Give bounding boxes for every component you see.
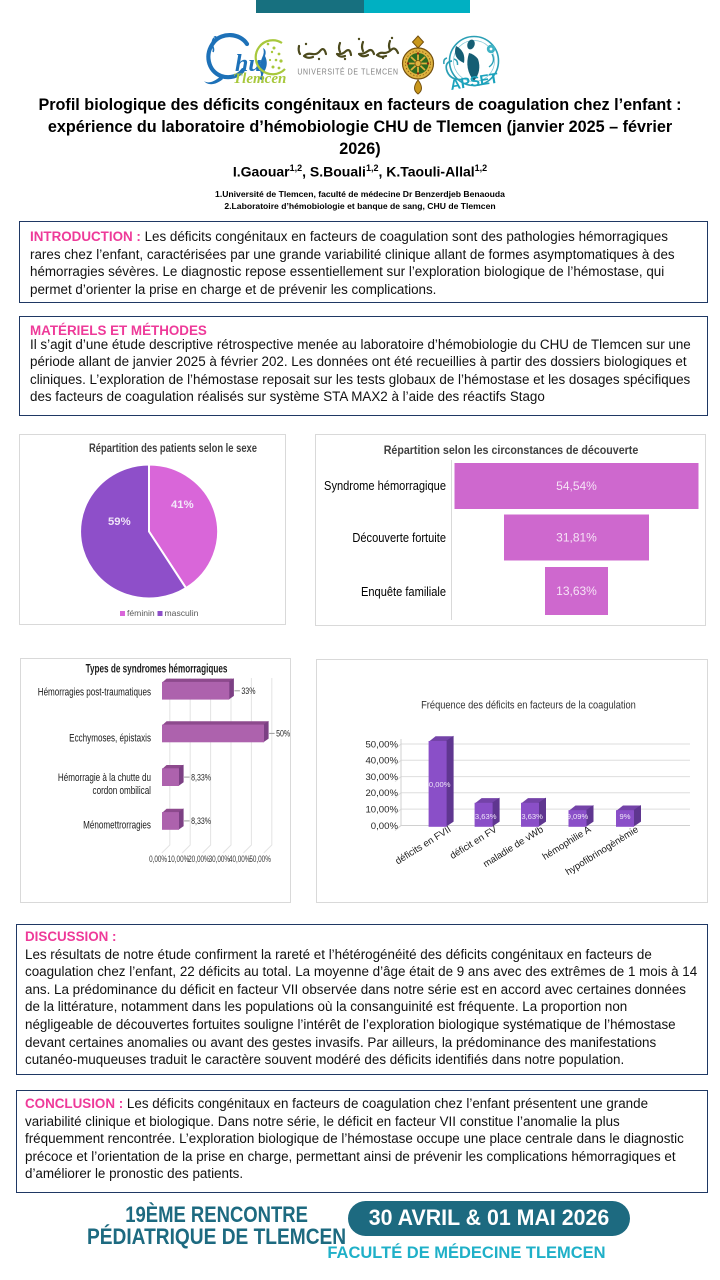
svg-text:10,00%: 10,00%: [365, 805, 398, 816]
svg-text:40,00%: 40,00%: [229, 854, 251, 864]
svg-text:masculin: masculin: [165, 608, 199, 618]
svg-text:0,00%: 0,00%: [149, 854, 167, 864]
svg-text:8,33%: 8,33%: [191, 771, 211, 782]
svg-text:13,63%: 13,63%: [471, 812, 497, 821]
svg-text:Syndrome hémorragique: Syndrome hémorragique: [324, 478, 446, 493]
svg-text:8,33%: 8,33%: [191, 815, 211, 826]
svg-text:Types de syndromes hémorragiqu: Types de syndromes hémorragiques: [86, 663, 228, 676]
svg-text:UNIVERSITÉ DE TLEMCEN: UNIVERSITÉ DE TLEMCEN: [297, 67, 398, 77]
svg-text:41%: 41%: [171, 499, 194, 511]
svg-text:Répartition selon les circonst: Répartition selon les circonstances de d…: [384, 445, 639, 457]
svg-text:50,00%: 50,00%: [249, 854, 271, 864]
svg-text:13,63%: 13,63%: [556, 584, 597, 598]
svg-text:30,00%: 30,00%: [209, 854, 231, 864]
svg-text:10,00%: 10,00%: [168, 854, 190, 864]
svg-text:Hémorragies post-traumatiques: Hémorragies post-traumatiques: [38, 687, 151, 699]
svg-text:50%: 50%: [276, 728, 290, 739]
svg-text:Découverte fortuite: Découverte fortuite: [352, 530, 446, 545]
svg-text:Ecchymoses, épistaxis: Ecchymoses, épistaxis: [69, 733, 151, 745]
svg-text:31,81%: 31,81%: [556, 531, 597, 545]
svg-text:13,63%: 13,63%: [517, 812, 543, 821]
svg-text:Répartition des patients selon: Répartition des patients selon le sexe: [89, 442, 257, 455]
svg-text:APSET: APSET: [449, 71, 499, 94]
svg-text:59%: 59%: [108, 516, 131, 528]
svg-text:déficits en FVII: déficits en FVII: [394, 824, 454, 867]
svg-text:20,00%: 20,00%: [188, 854, 210, 864]
svg-text:50,00%: 50,00%: [365, 739, 398, 750]
svg-text:50,00%: 50,00%: [425, 780, 451, 789]
svg-text:Enquête familiale: Enquête familiale: [361, 584, 446, 599]
svg-text:54,54%: 54,54%: [556, 479, 597, 493]
svg-text:9,09%: 9,09%: [567, 812, 589, 821]
svg-text:33%: 33%: [241, 685, 256, 696]
svg-text:9%: 9%: [620, 812, 631, 821]
svg-text:20,00%: 20,00%: [365, 788, 398, 799]
svg-text:féminin: féminin: [127, 608, 155, 618]
svg-text:30,00%: 30,00%: [365, 772, 398, 783]
svg-text:40,00%: 40,00%: [365, 756, 398, 767]
svg-text:Ménomettrorragies: Ménomettrorragies: [83, 820, 151, 832]
svg-text:Hémorragie à la chutte du: Hémorragie à la chutte du: [58, 772, 151, 784]
svg-text:Fréquence des déficits en fact: Fréquence des déficits en facteurs de la…: [421, 700, 636, 712]
svg-text:Tlemcen: Tlemcen: [233, 71, 286, 87]
svg-text:cordon ombilical: cordon ombilical: [93, 785, 151, 797]
svg-text:0,00%: 0,00%: [371, 821, 399, 832]
